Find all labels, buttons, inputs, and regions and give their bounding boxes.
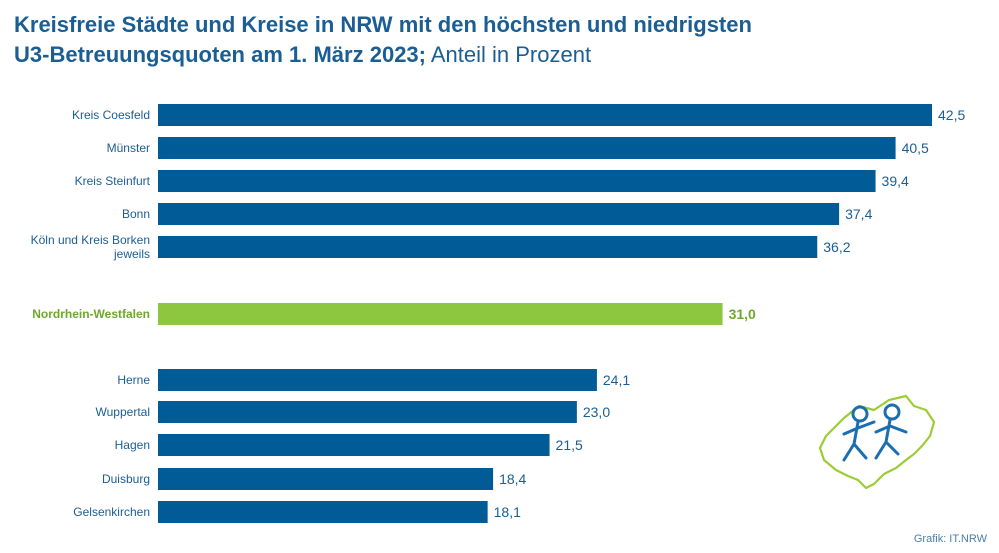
value-label: 21,5 (556, 437, 583, 453)
value-label: 40,5 (902, 140, 929, 156)
value-label: 37,4 (845, 206, 872, 222)
bar (158, 236, 818, 258)
category-label: Kreis Coesfeld (72, 108, 150, 122)
category-label: Münster (107, 141, 150, 155)
bar (158, 401, 577, 423)
value-label: 36,2 (823, 239, 850, 255)
value-label: 39,4 (882, 173, 909, 189)
value-label: 42,5 (938, 107, 965, 123)
title-line-2: U3-Betreuungsquoten am 1. März 2023; Ant… (14, 40, 974, 70)
bar (158, 369, 597, 391)
value-label: 18,1 (494, 504, 521, 520)
category-label: Herne (117, 373, 150, 387)
category-label: Köln und Kreis Borken (31, 233, 150, 247)
bar (158, 501, 488, 523)
value-label: 23,0 (583, 404, 610, 420)
category-label: Kreis Steinfurt (75, 174, 151, 188)
title-line-2-light: Anteil in Prozent (425, 42, 592, 67)
bar (158, 468, 494, 490)
chart-title: Kreisfreie Städte und Kreise in NRW mit … (14, 10, 974, 70)
bar-highlight (158, 303, 723, 325)
category-label: Gelsenkirchen (73, 505, 150, 519)
category-label: Nordrhein-Westfalen (32, 307, 150, 321)
category-label: Wuppertal (96, 405, 150, 419)
category-label: jeweils (113, 247, 150, 261)
bar (158, 104, 932, 126)
nrw-map-children-icon (818, 394, 936, 490)
value-label: 24,1 (603, 372, 630, 388)
bar (158, 137, 896, 159)
title-line-1: Kreisfreie Städte und Kreise in NRW mit … (14, 12, 752, 37)
bar (158, 170, 876, 192)
bar (158, 434, 550, 456)
category-label: Hagen (115, 438, 150, 452)
source-credit: Grafik: IT.NRW (913, 533, 987, 545)
bar (158, 203, 840, 225)
value-label: 31,0 (729, 306, 756, 322)
title-line-2-bold: U3-Betreuungsquoten am 1. März 2023; (14, 42, 426, 67)
category-label: Bonn (122, 207, 150, 221)
category-label: Duisburg (102, 472, 150, 486)
value-label: 18,4 (499, 471, 526, 487)
